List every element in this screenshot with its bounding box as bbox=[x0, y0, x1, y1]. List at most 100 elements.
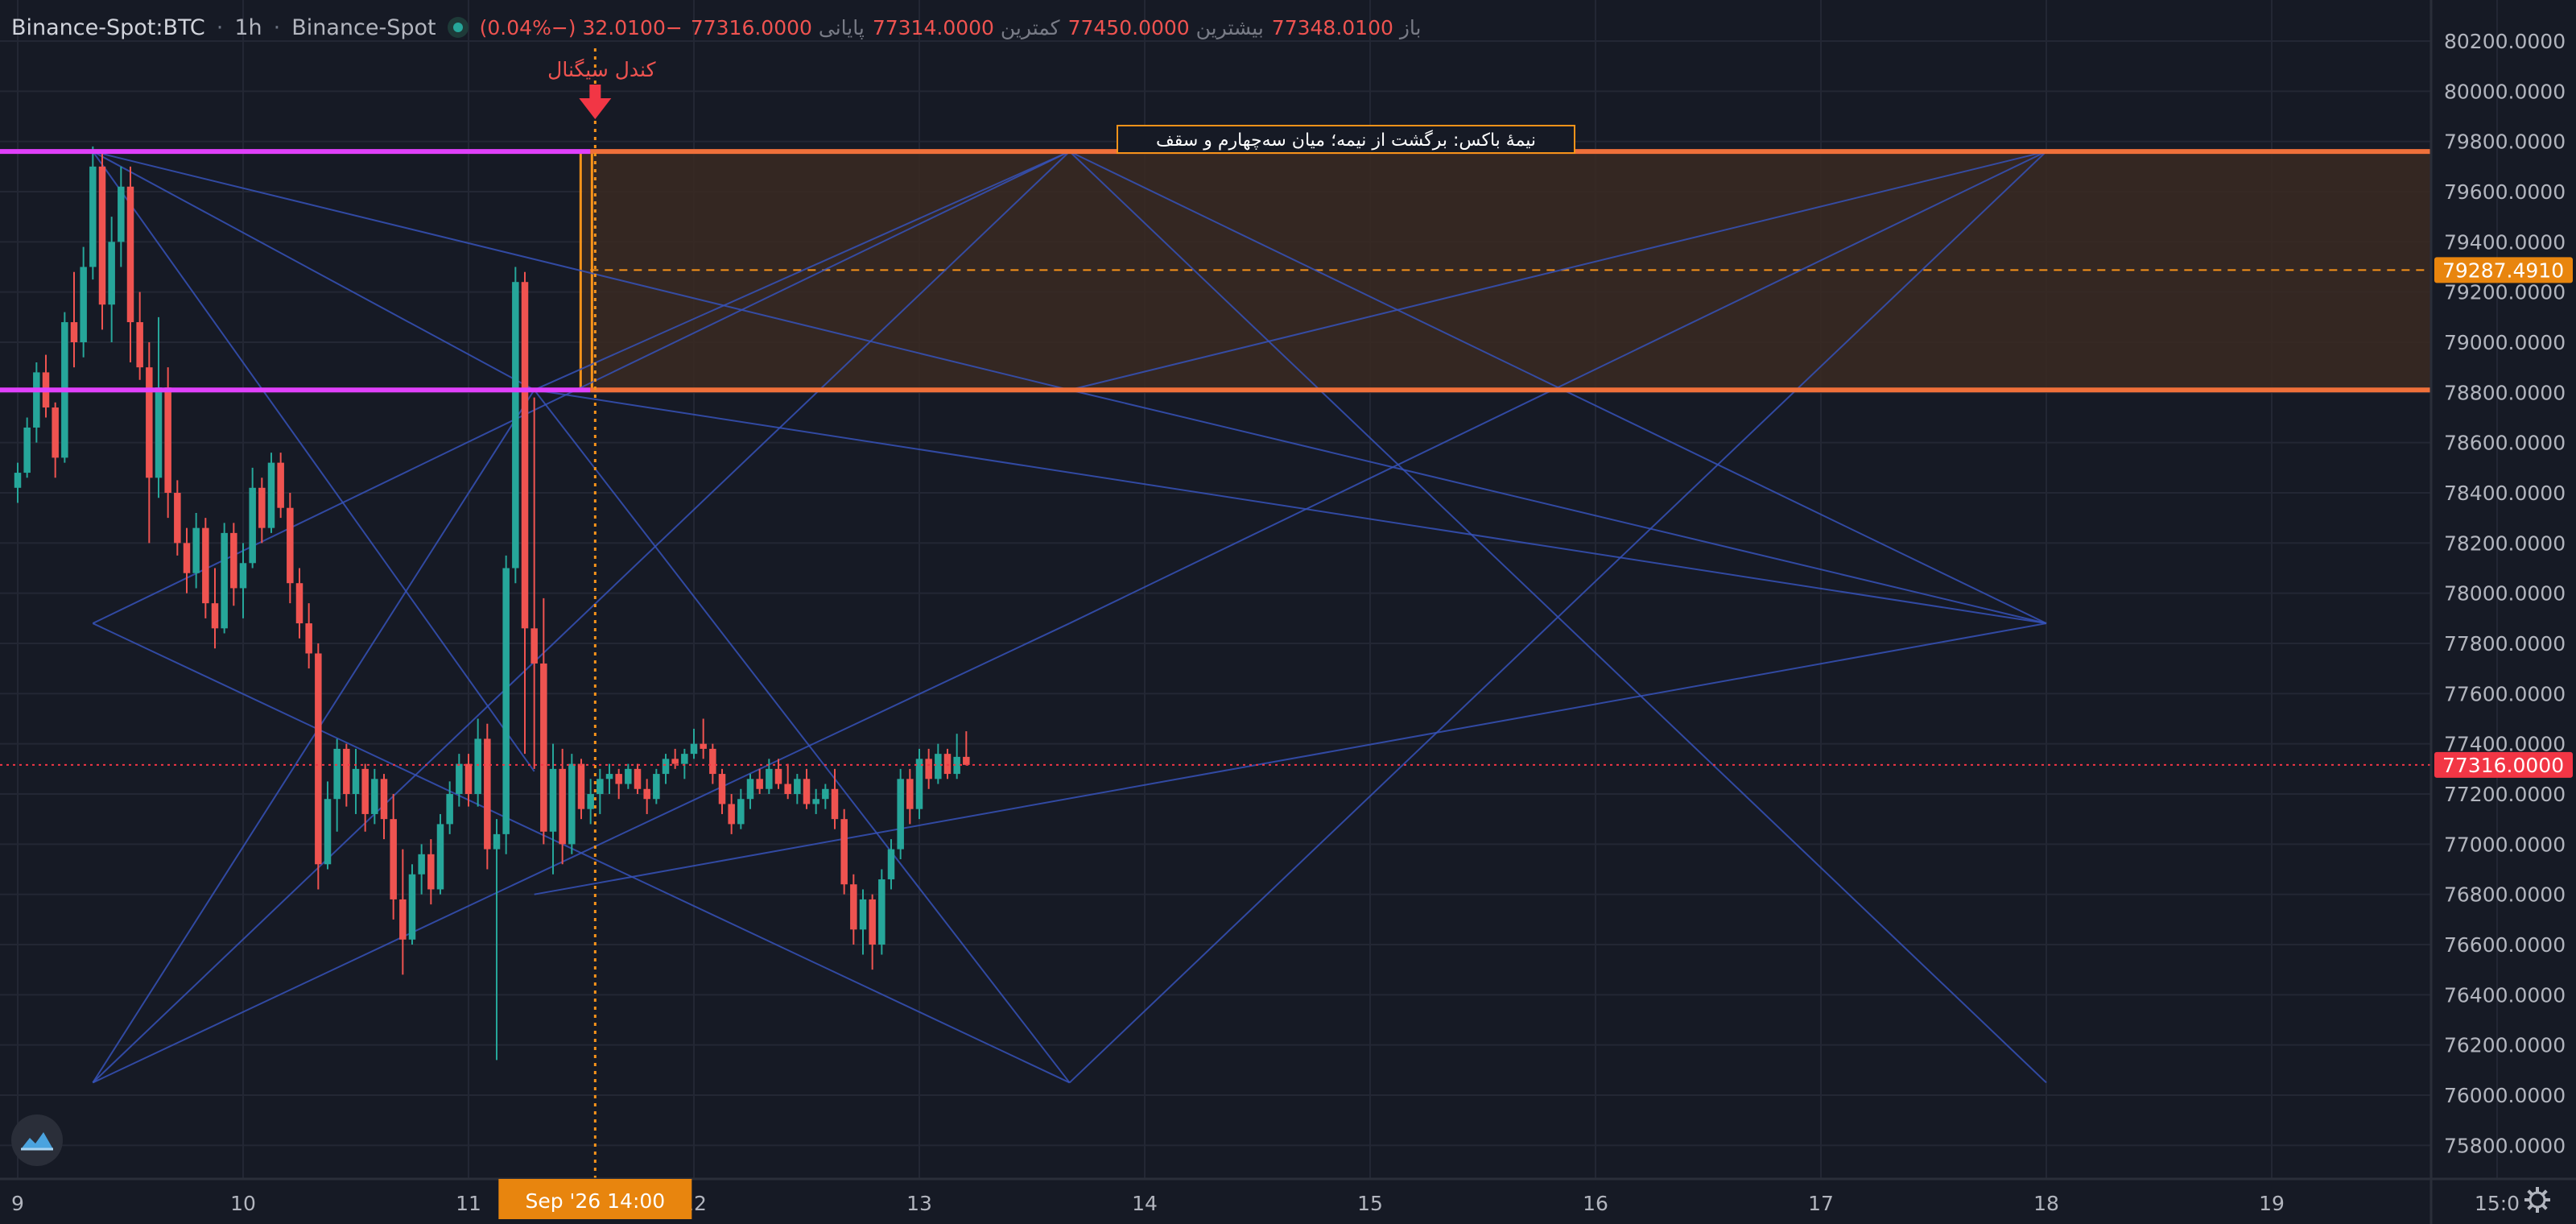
candle-body[interactable] bbox=[361, 768, 369, 814]
candle-body[interactable] bbox=[98, 166, 106, 305]
candle-body[interactable] bbox=[89, 166, 97, 267]
candle-body[interactable] bbox=[897, 779, 904, 850]
candle-body[interactable] bbox=[277, 462, 284, 508]
candle-body[interactable] bbox=[887, 849, 895, 879]
candle-body[interactable] bbox=[70, 322, 78, 343]
candle-body[interactable] bbox=[840, 819, 848, 885]
candle-body[interactable] bbox=[577, 763, 585, 809]
candle-body[interactable] bbox=[52, 407, 59, 458]
candle-body[interactable] bbox=[690, 743, 698, 755]
candle-body[interactable] bbox=[343, 748, 350, 795]
candle-body[interactable] bbox=[164, 387, 171, 494]
candle-body[interactable] bbox=[549, 768, 557, 832]
candle-body[interactable] bbox=[192, 527, 200, 573]
candle-body[interactable] bbox=[615, 774, 622, 784]
candle-body[interactable] bbox=[295, 583, 303, 624]
candle-body[interactable] bbox=[878, 879, 886, 945]
candle-body[interactable] bbox=[521, 282, 529, 629]
candle-body[interactable] bbox=[530, 628, 538, 664]
candle-body[interactable] bbox=[915, 759, 923, 809]
candle-body[interactable] bbox=[493, 833, 501, 850]
candle-body[interactable] bbox=[935, 754, 942, 779]
candle-body[interactable] bbox=[953, 756, 960, 775]
candle-body[interactable] bbox=[305, 623, 312, 654]
candle-body[interactable] bbox=[258, 487, 266, 528]
settings-gear-icon[interactable] bbox=[2523, 1185, 2552, 1214]
candle-body[interactable] bbox=[390, 819, 397, 899]
candle-body[interactable] bbox=[822, 788, 829, 800]
candle-body[interactable] bbox=[812, 799, 819, 804]
candle-body[interactable] bbox=[803, 779, 811, 804]
candle-body[interactable] bbox=[399, 899, 407, 940]
candle-body[interactable] bbox=[80, 267, 87, 343]
candle-body[interactable] bbox=[597, 779, 604, 795]
candle-body[interactable] bbox=[662, 759, 670, 775]
candle-body[interactable] bbox=[211, 603, 219, 629]
candle-body[interactable] bbox=[794, 779, 801, 795]
candle-body[interactable] bbox=[371, 779, 378, 814]
candle-body[interactable] bbox=[850, 884, 857, 930]
candle-body[interactable] bbox=[239, 563, 247, 589]
candle-body[interactable] bbox=[681, 754, 688, 764]
candle-body[interactable] bbox=[315, 653, 322, 865]
candle-body[interactable] bbox=[174, 493, 181, 544]
candle-body[interactable] bbox=[380, 779, 388, 820]
candle-body[interactable] bbox=[474, 738, 481, 795]
candle-body[interactable] bbox=[287, 507, 294, 584]
candle-body[interactable] bbox=[136, 322, 143, 368]
candle-body[interactable] bbox=[766, 768, 773, 789]
candle-body[interactable] bbox=[859, 899, 867, 930]
candle-body[interactable] bbox=[427, 854, 435, 890]
candle-body[interactable] bbox=[33, 372, 40, 428]
candle-body[interactable] bbox=[352, 768, 360, 795]
candle-body[interactable] bbox=[146, 367, 153, 478]
candle-body[interactable] bbox=[728, 804, 735, 825]
candle-body[interactable] bbox=[324, 799, 332, 865]
candle-body[interactable] bbox=[605, 774, 613, 779]
candle-body[interactable] bbox=[831, 788, 839, 820]
candle-body[interactable] bbox=[464, 763, 473, 795]
candle-body[interactable] bbox=[784, 784, 791, 795]
candle-body[interactable] bbox=[643, 788, 650, 800]
candle-body[interactable] bbox=[126, 186, 134, 323]
candle-body[interactable] bbox=[202, 527, 209, 604]
candle-body[interactable] bbox=[587, 794, 594, 809]
candles[interactable] bbox=[14, 146, 970, 1061]
candle-body[interactable] bbox=[155, 387, 163, 478]
candle-body[interactable] bbox=[14, 473, 22, 488]
candle-body[interactable] bbox=[23, 427, 31, 473]
candle-body[interactable] bbox=[718, 774, 726, 804]
candle-body[interactable] bbox=[230, 532, 237, 589]
candle-body[interactable] bbox=[446, 794, 453, 825]
candle-body[interactable] bbox=[906, 779, 914, 809]
candle-body[interactable] bbox=[456, 763, 463, 795]
candle-body[interactable] bbox=[408, 874, 416, 940]
candle-body[interactable] bbox=[559, 768, 566, 845]
candle-body[interactable] bbox=[653, 774, 660, 800]
candle-body[interactable] bbox=[436, 824, 444, 890]
candle-body[interactable] bbox=[963, 756, 970, 765]
candle-body[interactable] bbox=[540, 663, 547, 832]
candle-body[interactable] bbox=[267, 462, 275, 528]
candle-body[interactable] bbox=[869, 899, 876, 945]
candle-body[interactable] bbox=[700, 743, 707, 749]
candle-body[interactable] bbox=[512, 282, 519, 569]
candle-body[interactable] bbox=[118, 186, 125, 242]
candle-body[interactable] bbox=[418, 854, 425, 875]
candle-body[interactable] bbox=[709, 748, 716, 775]
candle-body[interactable] bbox=[737, 799, 745, 825]
candle-body[interactable] bbox=[183, 543, 191, 573]
candle-body[interactable] bbox=[925, 759, 932, 779]
candle-body[interactable] bbox=[774, 768, 782, 784]
candle-body[interactable] bbox=[502, 568, 510, 834]
tradingview-logo-icon[interactable] bbox=[11, 1114, 63, 1166]
candle-body[interactable] bbox=[756, 779, 763, 789]
candle-body[interactable] bbox=[671, 759, 679, 764]
candle-body[interactable] bbox=[943, 754, 952, 775]
candle-body[interactable] bbox=[634, 768, 642, 789]
candle-body[interactable] bbox=[249, 487, 256, 564]
candle-body[interactable] bbox=[568, 763, 576, 845]
interval-label[interactable]: 1h bbox=[234, 14, 262, 40]
candle-body[interactable] bbox=[484, 738, 491, 850]
